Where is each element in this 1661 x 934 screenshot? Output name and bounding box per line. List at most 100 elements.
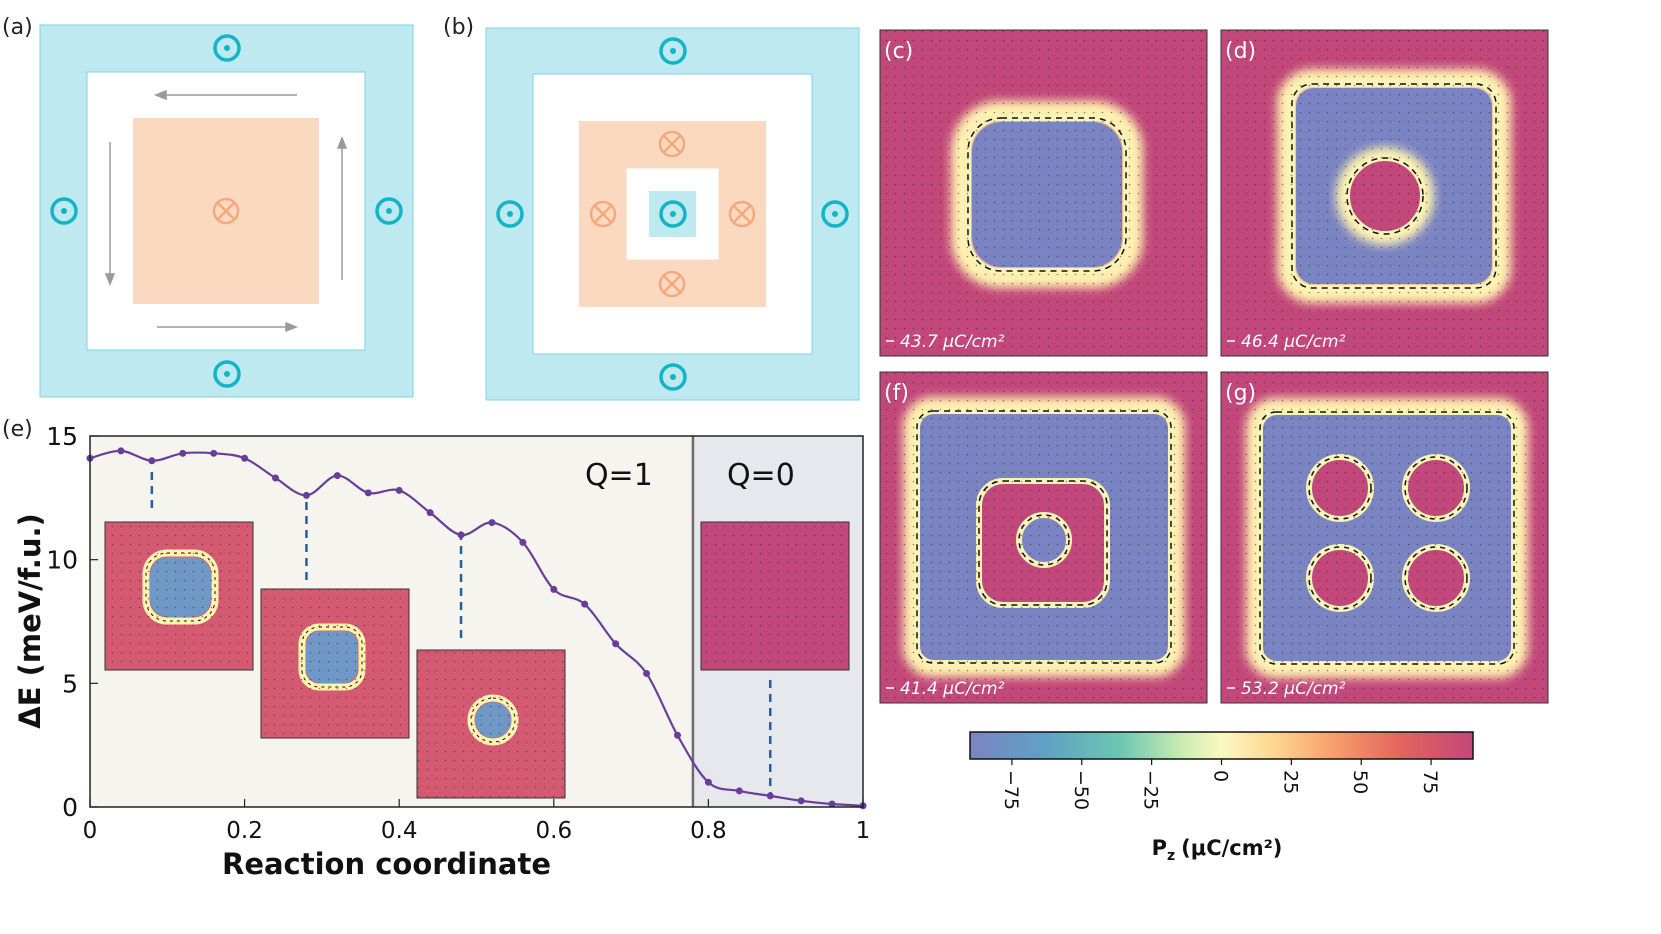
colorbar-tick-label-2: −50 xyxy=(1070,770,1092,810)
inset-4 xyxy=(700,521,850,671)
x-tick-label-6: 1 xyxy=(856,818,871,844)
y-tick-label-4: 15 xyxy=(46,422,78,451)
inset-3 xyxy=(416,649,566,799)
panel-a-label: (a) xyxy=(2,15,33,40)
data-point-15 xyxy=(519,538,527,546)
data-point-22 xyxy=(735,787,743,795)
panel-frame xyxy=(879,371,1208,704)
scale-note: 53.2 μC/cm² xyxy=(1241,679,1346,699)
data-point-23 xyxy=(766,792,774,800)
scale-note: 46.4 μC/cm² xyxy=(1241,332,1346,352)
colorbar-tick-label-1: −75 xyxy=(1000,770,1022,810)
data-point-20 xyxy=(673,731,681,739)
y-tick-label-3: 10 xyxy=(46,546,78,575)
x-axis-label: Reaction coordinate xyxy=(222,847,551,881)
dot-symbol-centers xyxy=(61,45,392,377)
colorbar-tick-label-5: 25 xyxy=(1279,770,1301,794)
data-point-19 xyxy=(643,669,651,677)
panel-g: (g) 53.2 μC/cm² xyxy=(1220,371,1549,704)
colorbar-tick-label-4: 0 xyxy=(1210,770,1232,782)
panel-a: (a) xyxy=(2,15,414,398)
data-point-4 xyxy=(179,449,187,457)
inset-1 xyxy=(104,521,254,671)
panel-d-label: (d) xyxy=(1225,39,1256,64)
y-axis-label: ΔE (meV/f.u.) xyxy=(13,513,47,729)
dot-symbols xyxy=(496,37,849,391)
x-tick-label-1: 0 xyxy=(83,818,98,844)
vector-field xyxy=(880,30,1207,356)
inset-1-vectors xyxy=(105,522,253,670)
inset-1-frame xyxy=(104,521,254,671)
colorbar-gradient xyxy=(969,731,1474,760)
colorbar-label: Pz (μC/cm²) xyxy=(1152,836,1283,864)
colorbar-tick-label-3: −25 xyxy=(1140,770,1162,810)
x-tick-label-4: 0.6 xyxy=(536,818,573,844)
colorbar: −75 −50 −25 0 25 50 75 Pz (μC/cm²) xyxy=(969,731,1474,864)
plot-frame xyxy=(89,435,864,808)
region-label-q1: Q=1 xyxy=(585,458,653,493)
panel-frame xyxy=(879,29,1208,357)
data-point-13 xyxy=(457,531,465,539)
inset-2-vectors xyxy=(261,589,409,738)
y-tick-label-1: 0 xyxy=(62,793,78,822)
colorbar-tick-label-6: 50 xyxy=(1349,770,1371,794)
panel-f: (f) 41.4 μC/cm² xyxy=(879,371,1208,704)
x-tick-label-5: 0.8 xyxy=(690,818,727,844)
colorbar-ticks: −75 −50 −25 0 25 50 75 xyxy=(1000,759,1441,810)
y-tick-label-2: 5 xyxy=(62,669,78,698)
colorbar-label-sub: z xyxy=(1167,848,1175,864)
data-point-18 xyxy=(612,640,620,648)
data-point-6 xyxy=(241,454,249,462)
panel-e-label: (e) xyxy=(2,417,33,442)
vector-field xyxy=(880,372,1207,703)
colorbar-label-unit: (μC/cm²) xyxy=(1181,836,1282,860)
inset-4-frame xyxy=(700,521,850,671)
data-point-3 xyxy=(148,457,156,465)
dot-symbols xyxy=(50,34,403,388)
x-tick-label-3: 0.4 xyxy=(381,818,418,844)
inset-3-frame xyxy=(416,649,566,799)
data-point-24 xyxy=(797,797,805,805)
panel-frame xyxy=(1220,371,1549,704)
inset-2-frame xyxy=(260,588,410,739)
circulation-arrows xyxy=(104,89,348,333)
panel-b: (b) xyxy=(443,15,860,401)
panel-c: (c) 43.7 μC/cm² xyxy=(879,29,1208,357)
inset-3-vectors xyxy=(417,650,565,798)
data-point-25 xyxy=(828,800,836,808)
vector-field xyxy=(1221,30,1548,356)
data-point-17 xyxy=(581,600,589,608)
data-point-14 xyxy=(488,519,496,527)
data-point-5 xyxy=(210,449,218,457)
dot-symbol-centers xyxy=(507,48,838,380)
data-point-9 xyxy=(333,472,341,480)
vector-field xyxy=(1221,372,1548,703)
data-point-10 xyxy=(364,489,372,497)
data-point-21 xyxy=(704,778,712,786)
panel-d: (d) 46.4 μC/cm² xyxy=(1220,29,1549,357)
panel-c-label: (c) xyxy=(884,39,913,64)
panel-b-label: (b) xyxy=(443,15,474,40)
x-tick-label-2: 0.2 xyxy=(226,818,263,844)
panel-f-label: (f) xyxy=(884,381,909,406)
scale-note: 41.4 μC/cm² xyxy=(900,679,1005,699)
data-point-11 xyxy=(395,486,403,494)
data-point-8 xyxy=(302,491,310,499)
colorbar-tick-label-7: 75 xyxy=(1419,770,1441,794)
cross-symbol xyxy=(212,197,240,225)
cross-symbols xyxy=(589,130,756,298)
panel-frame xyxy=(1220,29,1549,357)
region-label-q0: Q=0 xyxy=(727,458,795,493)
data-point-7 xyxy=(272,474,280,482)
panel-g-label: (g) xyxy=(1225,381,1256,406)
data-point-16 xyxy=(550,585,558,593)
data-point-2 xyxy=(117,447,125,455)
inset-2 xyxy=(260,588,410,739)
inset-4-vectors xyxy=(701,522,849,670)
scale-note: 43.7 μC/cm² xyxy=(900,332,1005,352)
colorbar-label-main: P xyxy=(1152,836,1167,860)
data-point-12 xyxy=(426,509,434,517)
